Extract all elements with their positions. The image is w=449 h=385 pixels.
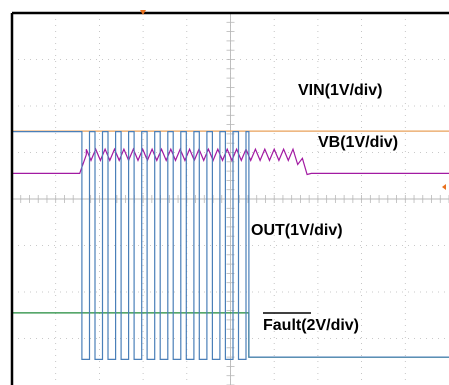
grid [11, 12, 449, 385]
trigger-position-marker [140, 10, 146, 15]
out-label: OUT(1V/div) [251, 222, 343, 239]
trigger-level-marker [442, 184, 446, 190]
vin-label: VIN(1V/div) [298, 82, 382, 99]
frame [10, 10, 449, 385]
fault-label: Fault(2V/div) [263, 317, 359, 334]
out-trace [12, 131, 449, 360]
fault-label-name: Fault [263, 317, 302, 334]
trace-labels: VIN(1V/div) VB(1V/div) OUT(1V/div) Fault… [251, 82, 398, 334]
fault-label-scale: (2V/div) [301, 317, 359, 334]
traces [12, 130, 449, 360]
vb-label: VB(1V/div) [318, 134, 398, 151]
